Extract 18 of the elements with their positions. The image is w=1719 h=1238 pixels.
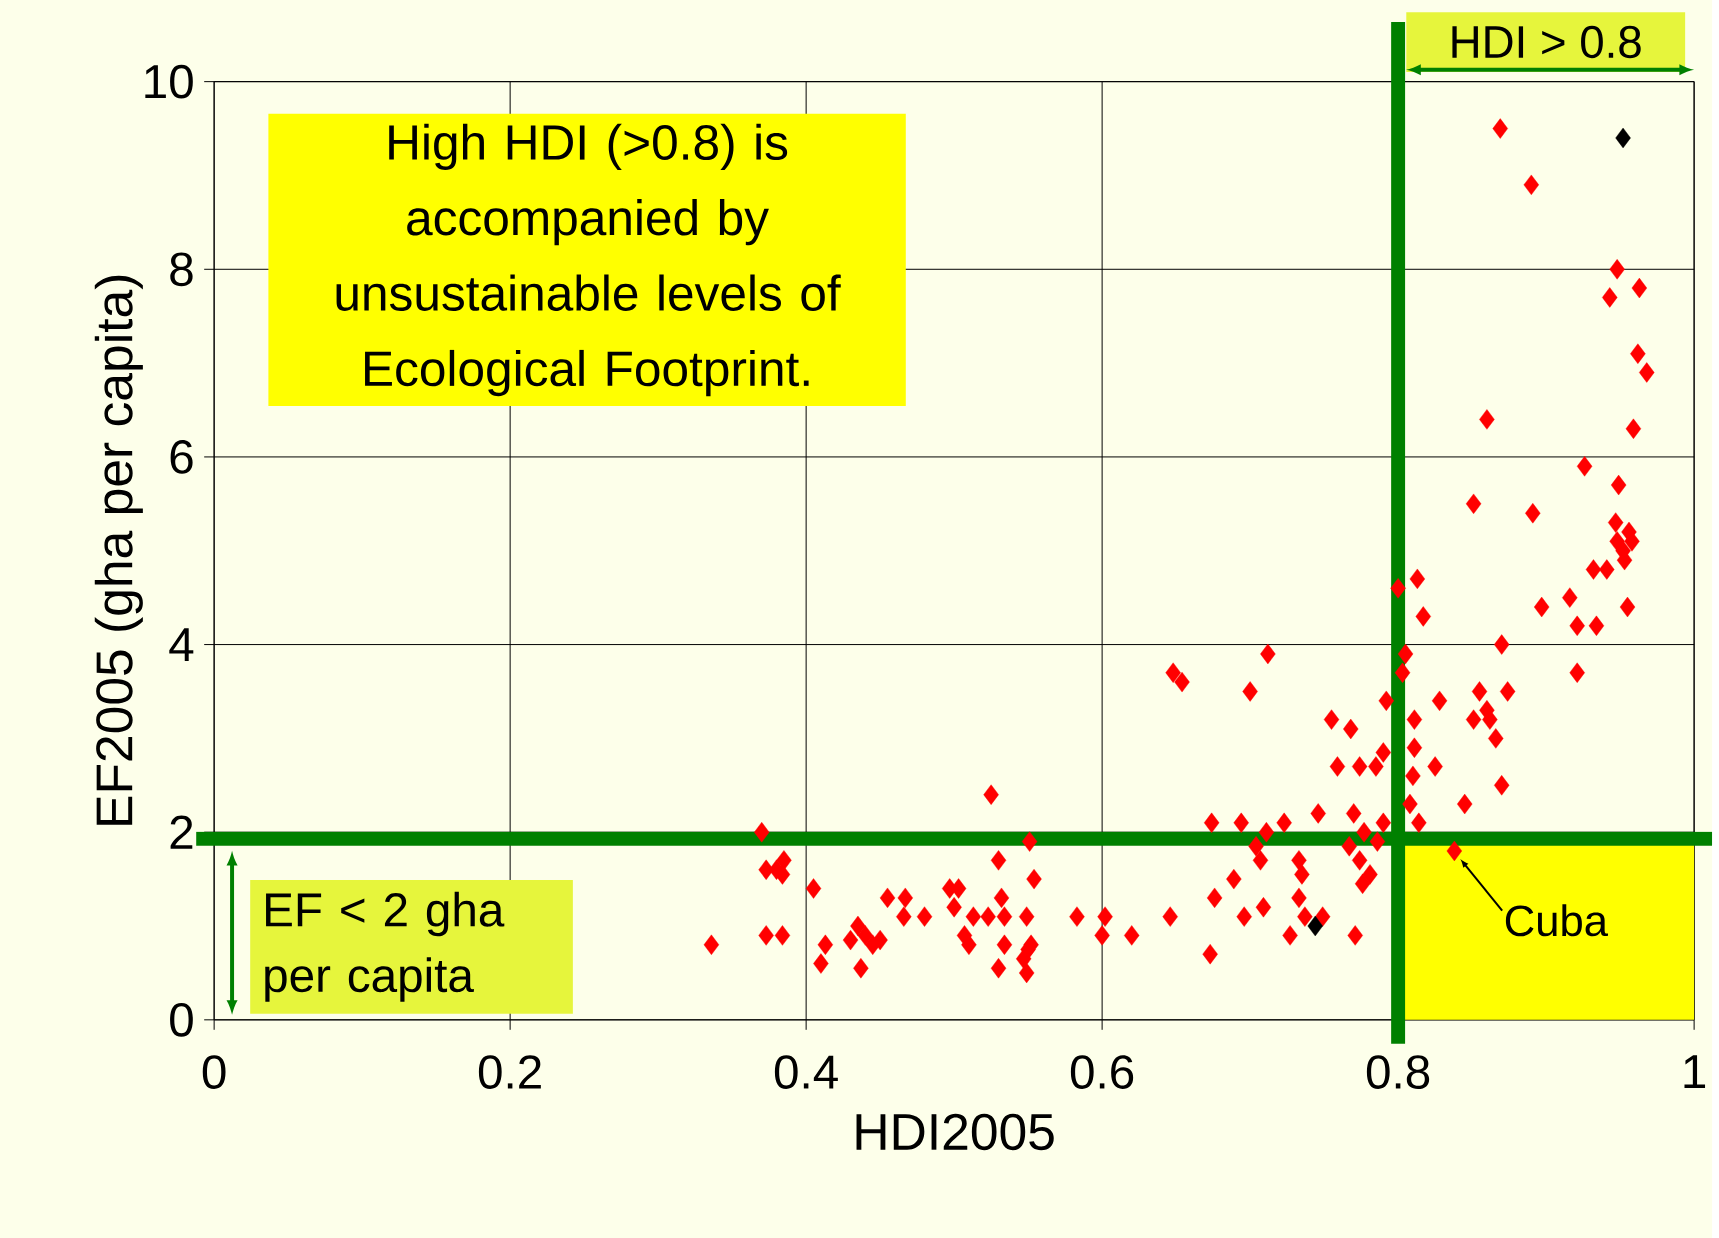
- y-tick-label: 8: [170, 252, 193, 287]
- x-tick-label: 0.6: [1070, 1055, 1134, 1089]
- y-tick-label: 10: [145, 64, 193, 99]
- x-tick-label: 0.4: [774, 1055, 838, 1089]
- x-tick-label: 0: [202, 1055, 226, 1089]
- x-tick-label: 1: [1684, 1055, 1706, 1088]
- y-tick-label: 2: [170, 815, 193, 849]
- x-tick-label: 0.8: [1366, 1055, 1430, 1089]
- y-axis-title: EF2005 (gha per capita): [94, 275, 143, 825]
- x-tick-label: 0.2: [478, 1055, 541, 1089]
- x-axis-title: HDI2005: [856, 1113, 1054, 1151]
- y-tick-label: 6: [170, 440, 193, 474]
- annotation: Cuba: [1505, 904, 1609, 937]
- y-tick-label: 0: [170, 1003, 193, 1037]
- y-tick-label: 4: [169, 628, 194, 661]
- annotation: High HDI (>0.8) is accompanied by unsustainable levels of Ecological Footprint.: [336, 123, 841, 397]
- ref-line-label: EF < 2 gha per capita: [265, 891, 505, 1002]
- ref-line-label: HDI > 0.8: [1452, 25, 1641, 59]
